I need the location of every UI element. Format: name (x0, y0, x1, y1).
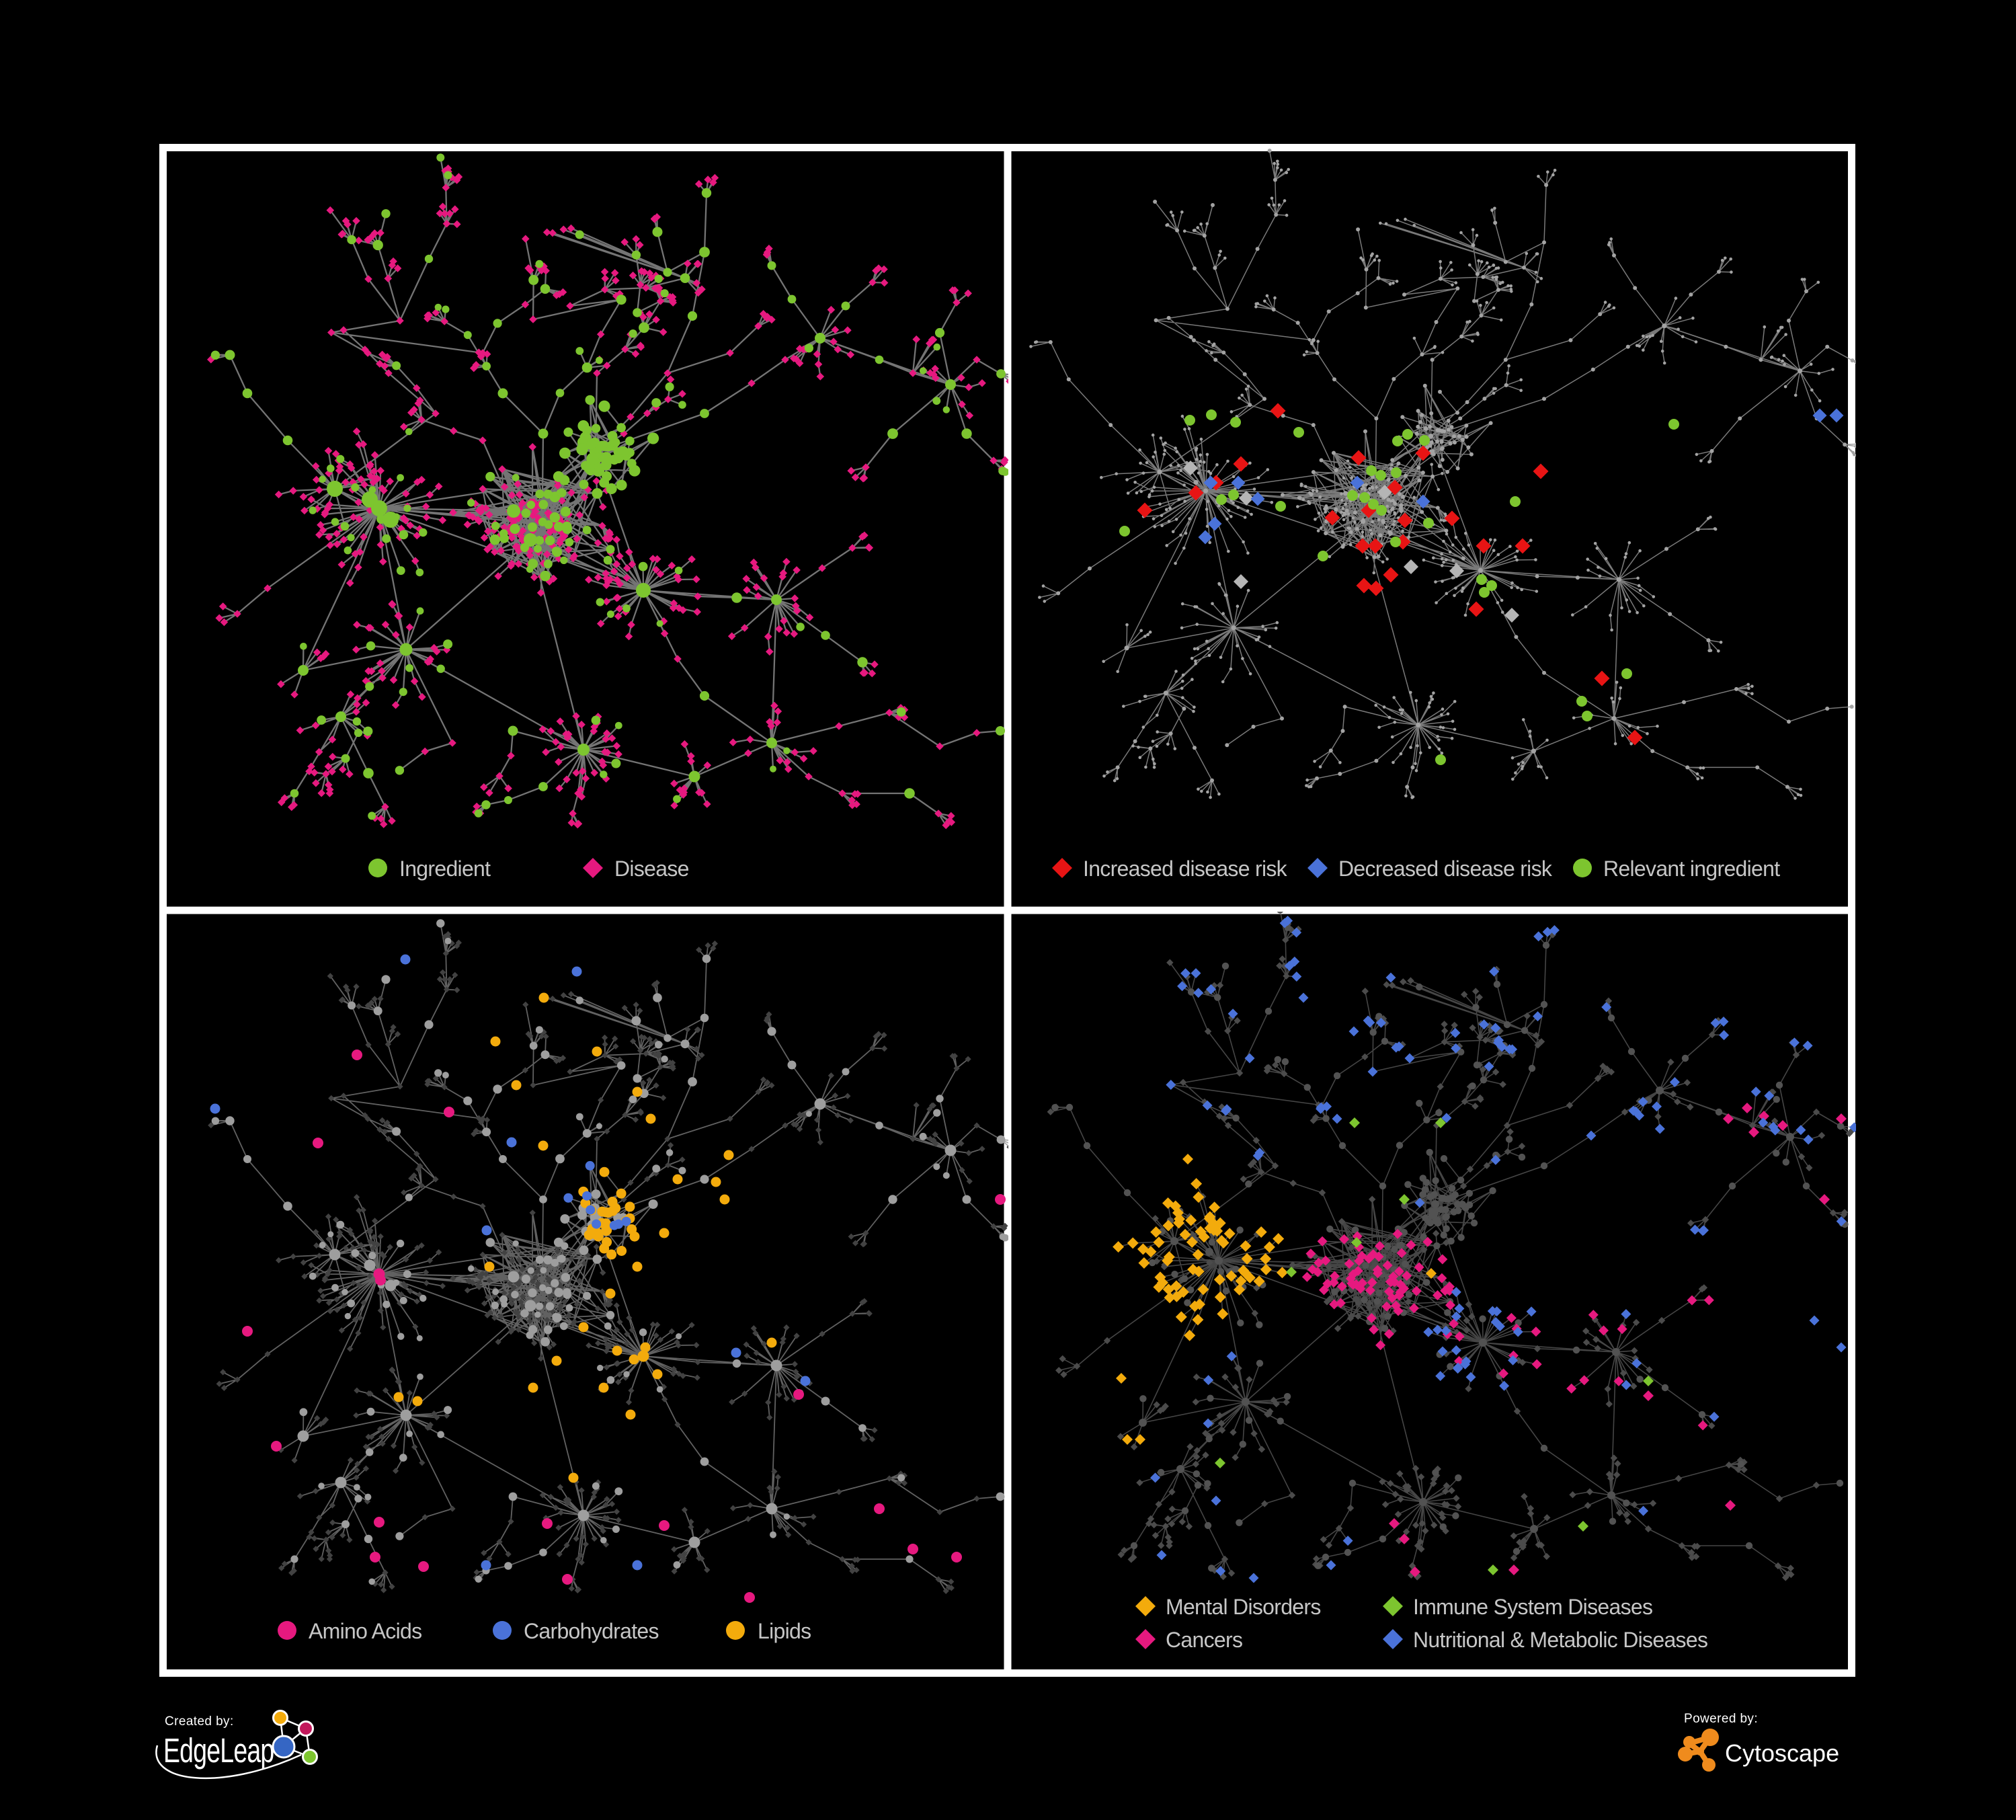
svg-text:EdgeLeap: EdgeLeap (163, 1733, 274, 1770)
svg-text:Relevant ingredient: Relevant ingredient (1603, 857, 1780, 881)
svg-text:Carbohydrates: Carbohydrates (524, 1619, 659, 1643)
svg-text:Immune System Diseases: Immune System Diseases (1413, 1595, 1652, 1619)
svg-text:Disease: Disease (614, 857, 689, 881)
svg-text:Cytoscape: Cytoscape (1725, 1739, 1839, 1767)
svg-text:Ingredient: Ingredient (399, 857, 491, 881)
svg-text:Decreased disease risk: Decreased disease risk (1338, 857, 1553, 881)
svg-text:Increased disease risk: Increased disease risk (1083, 857, 1288, 881)
svg-text:Powered by:: Powered by: (1684, 1712, 1758, 1726)
svg-text:Nutritional & Metabolic Diseas: Nutritional & Metabolic Diseases (1413, 1628, 1707, 1652)
svg-text:Cancers: Cancers (1166, 1628, 1242, 1652)
svg-text:Amino Acids: Amino Acids (309, 1619, 421, 1643)
svg-text:Lipids: Lipids (758, 1619, 811, 1643)
svg-text:Created by:: Created by: (165, 1714, 234, 1729)
svg-text:Mental Disorders: Mental Disorders (1166, 1595, 1321, 1619)
